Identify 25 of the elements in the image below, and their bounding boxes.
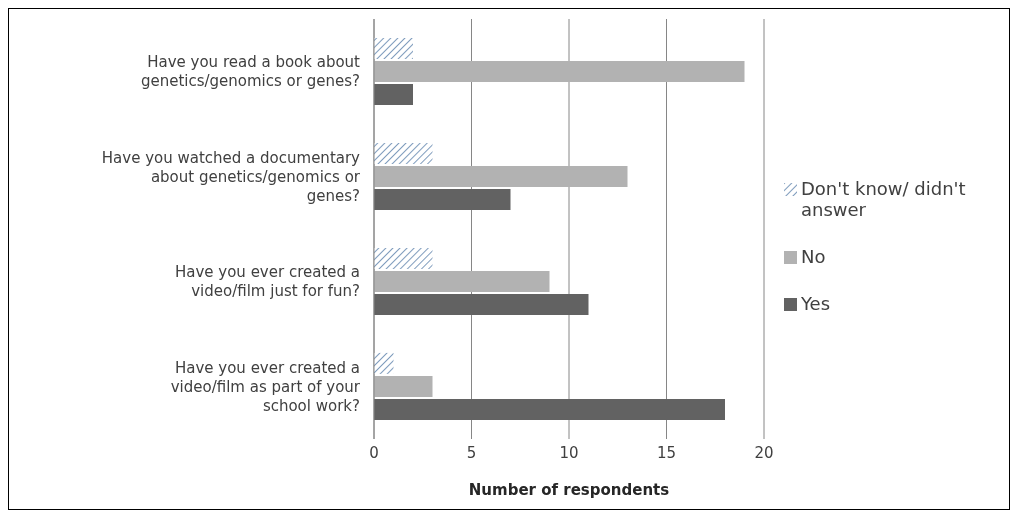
x-tick-label: 0 xyxy=(369,443,379,462)
bar xyxy=(374,398,725,420)
bar xyxy=(374,352,394,374)
bar xyxy=(374,293,589,315)
bar xyxy=(374,142,433,164)
x-tick-label: 10 xyxy=(559,443,579,462)
x-tick-label: 20 xyxy=(754,443,774,462)
legend-label: Don't know/ didn't answer xyxy=(801,178,967,220)
bar xyxy=(374,247,433,269)
y-tick-label: Have you read a book about genetics/genomics or genes? xyxy=(140,53,361,91)
bar xyxy=(374,60,745,82)
x-tick-label: 5 xyxy=(466,443,477,462)
bar xyxy=(374,188,511,210)
y-tick-label: Have you ever created a video/film just for fun? xyxy=(174,263,360,301)
x-tick-label: 15 xyxy=(656,443,677,462)
bar xyxy=(374,165,628,187)
x-axis-title: Number of respondents xyxy=(468,481,670,499)
legend-label: Yes xyxy=(801,293,831,314)
bar xyxy=(374,270,550,292)
bar xyxy=(374,375,433,397)
legend-label: No xyxy=(801,246,826,267)
bar xyxy=(374,37,413,59)
y-tick-label: Have you ever created a video/film as part of your school work? xyxy=(170,358,361,415)
y-tick-label: Have you watched a documentary about genetics/genomics or genes? xyxy=(101,148,361,205)
bar xyxy=(374,83,413,105)
